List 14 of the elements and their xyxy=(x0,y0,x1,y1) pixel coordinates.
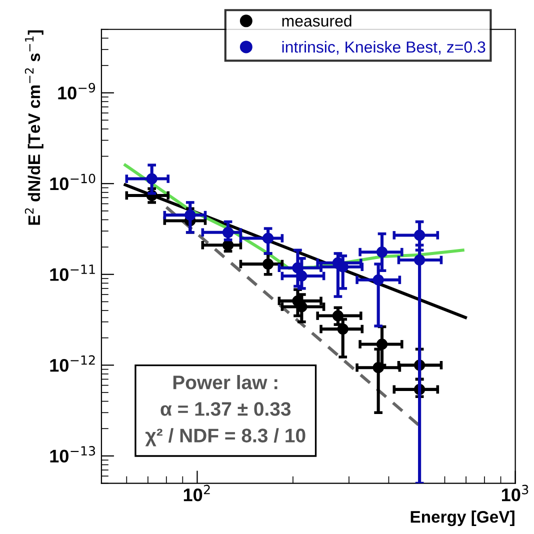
x-axis-title: Energy [GeV] xyxy=(410,510,514,526)
x-tick-label: 10$^{2}$ xyxy=(184,484,210,502)
legend-label: intrinsic, Kneiske Best, z=0.3 xyxy=(282,40,486,55)
legend-label: measured xyxy=(282,14,352,27)
y-tick-label: 10$^{−13}$ xyxy=(50,446,96,463)
annotation: χ² / NDF = 8.3 / 10 xyxy=(145,428,306,446)
y-tick-label: 10$^{−12}$ xyxy=(50,355,95,372)
x-tick-label: 10$^{3}$ xyxy=(502,484,528,502)
y-tick-label: 10$^{−11}$ xyxy=(50,264,95,281)
y-tick-label: 10$^{−9}$ xyxy=(58,82,96,100)
y-axis-title: E$^{2}$ dN/dE [TeV cm$^{−2}$ s$^{−1}$] xyxy=(24,30,44,225)
y-tick-label: 10$^{−10}$ xyxy=(50,174,96,190)
annotation: Power law : xyxy=(173,375,278,390)
annotation: α = 1.37 ± 0.33 xyxy=(160,402,291,416)
